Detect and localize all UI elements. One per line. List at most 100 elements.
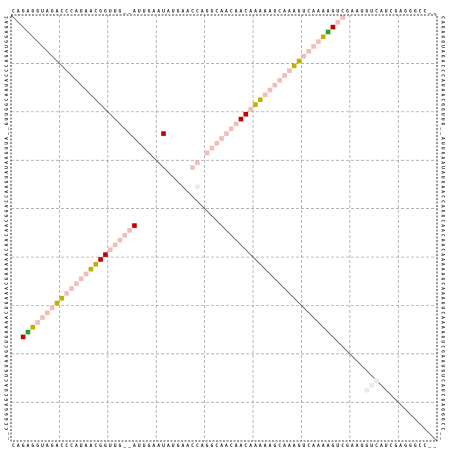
pair-dot-lower <box>45 310 50 316</box>
sequence-label-right: U <box>440 118 446 121</box>
sequence-label-right: A <box>440 297 446 300</box>
sequence-label-left: U <box>4 117 10 120</box>
sequence-label-left: C <box>4 195 10 198</box>
sequence-label-top: G <box>22 9 25 15</box>
sequence-label-right: G <box>440 215 446 218</box>
sequence-label-left: U <box>4 340 10 343</box>
pair-dot-lower <box>35 320 40 325</box>
sequence-label-top: G <box>51 9 54 15</box>
sequence-label-right: A <box>440 89 446 92</box>
sequence-label-top: A <box>283 9 286 15</box>
pair-dot-upper <box>296 58 302 64</box>
pair-dot-lower <box>59 295 65 301</box>
pair-dot-upper <box>204 150 210 156</box>
sequence-label-left: U <box>4 364 10 367</box>
sequence-label-bottom: _ <box>433 444 436 449</box>
sequence-label-right: U <box>440 147 446 150</box>
sequence-label-left: G <box>4 408 10 411</box>
sequence-label-left: U <box>4 306 10 309</box>
sequence-label-left: C <box>4 64 10 67</box>
pair-dot-upper <box>325 29 331 35</box>
sequence-label-left: A <box>4 156 10 159</box>
sequence-label-left: G <box>4 418 10 421</box>
sequence-label-bottom: G <box>404 443 407 449</box>
sequence-label-left: G <box>4 108 10 111</box>
sequence-label-bottom: A <box>249 443 252 449</box>
sequence-label-bottom: U <box>114 443 117 449</box>
sequence-label-bottom: C <box>424 443 427 449</box>
sequence-label-left: C <box>4 248 10 251</box>
sequence-label-top: A <box>220 9 223 15</box>
sequence-label-bottom: C <box>278 443 281 449</box>
sequence-label-left: U <box>4 389 10 392</box>
sequence-label-bottom: U <box>336 443 339 449</box>
sequence-label-left: G <box>4 40 10 43</box>
sequence-label-bottom: A <box>17 443 20 449</box>
sequence-label-left: G <box>4 209 10 212</box>
plot-frame <box>10 14 438 442</box>
sequence-label-bottom: C <box>375 443 378 449</box>
sequence-label-bottom: G <box>206 443 209 449</box>
sequence-label-right: U <box>440 176 446 179</box>
sequence-label-left: G <box>4 301 10 304</box>
sequence-label-top: A <box>259 9 262 15</box>
sequence-label-left: C <box>4 282 10 285</box>
pair-dot-upper <box>320 34 326 40</box>
sequence-label-bottom: A <box>356 443 359 449</box>
sequence-label-bottom: A <box>317 443 320 449</box>
sequence-label-right: G <box>440 350 446 353</box>
sequence-label-top: A <box>56 9 59 15</box>
sequence-label-top: A <box>89 9 92 15</box>
sequence-label-bottom: A <box>269 443 272 449</box>
pair-dot-lower <box>364 387 370 393</box>
sequence-label-bottom: A <box>186 443 189 449</box>
sequence-label-bottom: A <box>288 443 291 449</box>
sequence-label-left: A <box>4 21 10 24</box>
pair-dot-lower <box>112 242 118 248</box>
sequence-label-left: G <box>4 398 10 401</box>
sequence-label-left: C <box>4 311 10 314</box>
sequence-label-right: A <box>440 137 446 140</box>
sequence-label-top: C <box>390 9 393 15</box>
sequence-label-bottom: A <box>133 443 136 449</box>
sequence-label-bottom: A <box>89 443 92 449</box>
sequence-label-bottom: A <box>201 443 204 449</box>
sequence-label-right: G <box>440 277 446 280</box>
sequence-label-left: _ <box>5 432 10 435</box>
sequence-label-right: A <box>440 326 446 329</box>
sequence-label-left: U <box>4 147 10 150</box>
sequence-label-bottom: A <box>85 443 88 449</box>
sequence-label-left: G <box>4 277 10 280</box>
pair-dot-lower <box>49 305 55 311</box>
sequence-label-right: G <box>440 413 446 416</box>
sequence-label-top: C <box>230 9 233 15</box>
pair-dot-upper <box>195 184 200 190</box>
sequence-label-right: A <box>440 292 446 295</box>
sequence-label-left: U <box>4 374 10 377</box>
sequence-label-left: C <box>4 234 10 237</box>
sequence-label-bottom: G <box>51 443 54 449</box>
grid-lines <box>11 15 437 441</box>
sequence-label-left: A <box>4 355 10 358</box>
sequence-label-bottom: A <box>322 443 325 449</box>
sequence-label-left: A <box>4 185 10 188</box>
sequence-label-bottom: A <box>259 443 262 449</box>
sequence-label-top: C <box>341 9 344 15</box>
sequence-label-bottom: U <box>41 443 44 449</box>
pair-dot-lower <box>117 237 123 243</box>
sequence-label-bottom: G <box>273 443 276 449</box>
base-pair-dots <box>20 15 379 393</box>
sequence-label-left: A <box>4 321 10 324</box>
sequence-label-right: A <box>440 205 446 208</box>
pair-dot-upper <box>209 145 215 151</box>
sequence-label-top: G <box>404 9 407 15</box>
sequence-label-right: C <box>440 248 446 251</box>
pair-dot-upper <box>253 102 258 107</box>
pair-dot-upper <box>219 136 224 141</box>
sequence-label-right: U <box>440 166 446 169</box>
sequence-label-top: C <box>424 9 427 15</box>
sequence-label-top: A <box>157 9 160 15</box>
sequence-label-left: A <box>4 190 10 193</box>
sequence-label-top: A <box>181 9 184 15</box>
sequence-label-right: A <box>440 403 446 406</box>
